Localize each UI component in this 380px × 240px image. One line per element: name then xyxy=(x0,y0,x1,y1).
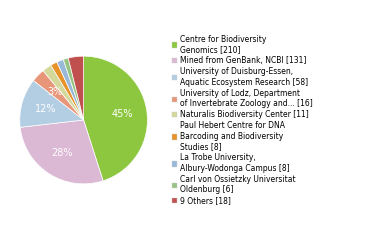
Wedge shape xyxy=(33,71,84,120)
Text: 3%: 3% xyxy=(48,87,63,97)
Text: 12%: 12% xyxy=(35,104,56,114)
Wedge shape xyxy=(20,80,84,127)
Wedge shape xyxy=(57,60,84,120)
Wedge shape xyxy=(84,56,147,181)
Text: 45%: 45% xyxy=(112,109,133,119)
Wedge shape xyxy=(43,65,84,120)
Wedge shape xyxy=(51,62,84,120)
Legend: Centre for Biodiversity
Genomics [210], Mined from GenBank, NCBI [131], Universi: Centre for Biodiversity Genomics [210], … xyxy=(171,34,314,206)
Wedge shape xyxy=(20,120,103,184)
Wedge shape xyxy=(68,56,84,120)
Text: 28%: 28% xyxy=(51,148,73,158)
Wedge shape xyxy=(63,58,84,120)
